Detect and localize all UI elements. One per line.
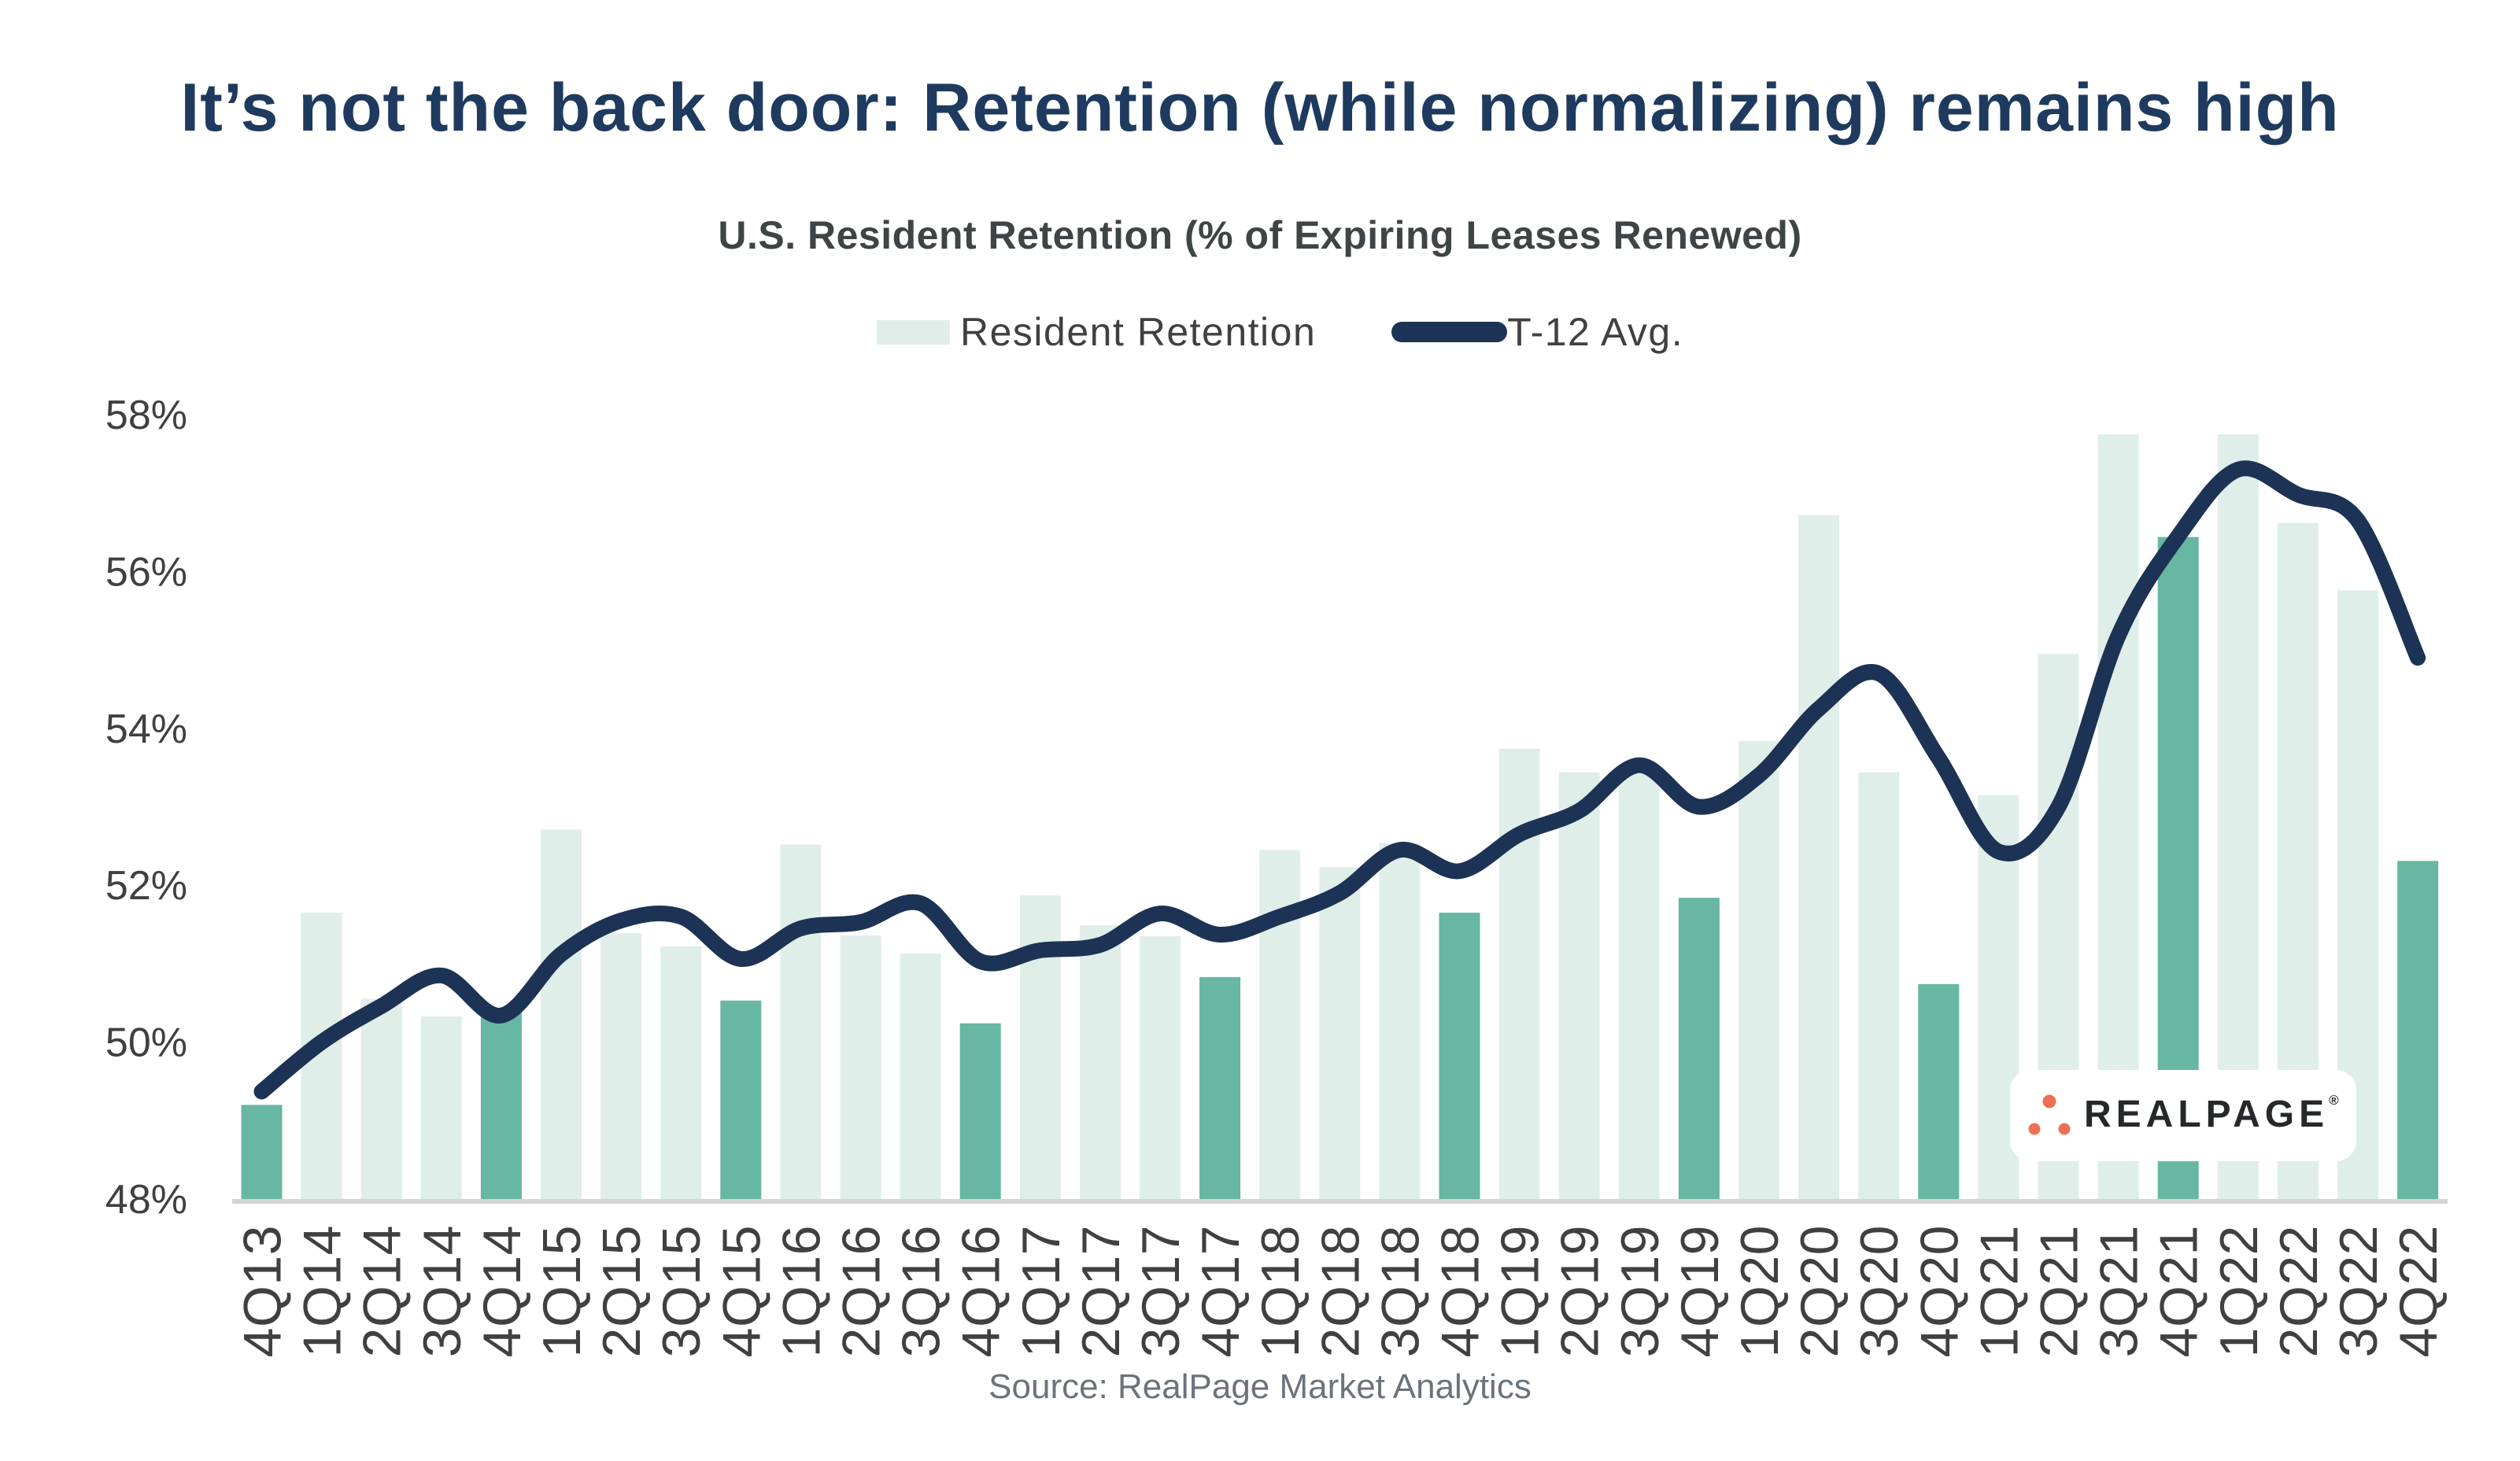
x-axis-tick-label: 1Q17 bbox=[1011, 1225, 1071, 1357]
x-axis-tick-label: 1Q18 bbox=[1251, 1225, 1310, 1357]
bar-1Q18 bbox=[1259, 850, 1301, 1199]
bar-3Q18 bbox=[1379, 843, 1421, 1199]
x-axis-tick-label: 2Q19 bbox=[1550, 1225, 1610, 1357]
x-axis-tick-label: 2Q21 bbox=[2030, 1225, 2090, 1357]
y-axis-tick-label: 58% bbox=[105, 393, 187, 438]
x-axis-tick-label: 3Q21 bbox=[2090, 1225, 2149, 1357]
bar-1Q20 bbox=[1739, 740, 1779, 1199]
bar-2Q20 bbox=[1798, 515, 1840, 1199]
bar-3Q16 bbox=[900, 953, 941, 1199]
y-axis-tick-label: 48% bbox=[105, 1177, 187, 1223]
bar-3Q14 bbox=[420, 1016, 462, 1199]
x-axis-tick-label: 4Q13 bbox=[233, 1225, 293, 1357]
bar-4Q17 bbox=[1199, 976, 1241, 1199]
bar-1Q19 bbox=[1498, 748, 1540, 1199]
realpage-logo-dots-icon bbox=[2028, 1094, 2071, 1135]
legend-bar-label: Resident Retention bbox=[960, 310, 1317, 354]
legend-bar-swatch bbox=[877, 319, 950, 345]
bar-2Q15 bbox=[600, 933, 642, 1199]
realpage-logo: REALPAGE® bbox=[2010, 1070, 2356, 1161]
x-axis-tick-label: 3Q17 bbox=[1131, 1225, 1191, 1357]
x-axis-tick-label: 4Q22 bbox=[2389, 1225, 2448, 1357]
x-axis-tick-label: 3Q15 bbox=[652, 1225, 711, 1357]
y-axis-tick-label: 50% bbox=[105, 1020, 187, 1066]
bar-2Q18 bbox=[1319, 867, 1361, 1199]
bar-3Q17 bbox=[1140, 936, 1181, 1199]
bar-4Q16 bbox=[959, 1023, 1001, 1199]
x-axis-tick-label: 2Q22 bbox=[2269, 1225, 2329, 1357]
bar-3Q19 bbox=[1618, 773, 1660, 1199]
source-note: Source: RealPage Market Analytics bbox=[988, 1367, 1532, 1406]
realpage-logo-wordmark: REALPAGE® bbox=[2084, 1092, 2339, 1135]
x-axis-tick-label: 3Q14 bbox=[412, 1225, 472, 1357]
x-axis-tick-label: 1Q16 bbox=[771, 1225, 831, 1357]
bar-4Q15 bbox=[720, 1000, 762, 1199]
x-axis-tick-label: 2Q15 bbox=[592, 1225, 652, 1357]
legend-line-label: T-12 Avg. bbox=[1507, 310, 1684, 354]
bar-2Q14 bbox=[360, 998, 402, 1199]
x-axis-tick-label: 2Q20 bbox=[1790, 1225, 1849, 1357]
x-axis-tick-label: 4Q15 bbox=[711, 1225, 771, 1357]
registered-trademark-icon: ® bbox=[2329, 1092, 2339, 1108]
bar-2Q16 bbox=[840, 935, 881, 1199]
bar-4Q22 bbox=[2397, 861, 2439, 1199]
x-axis-tick-label: 4Q18 bbox=[1431, 1225, 1491, 1357]
x-axis-tick-label: 4Q20 bbox=[1909, 1225, 1969, 1357]
legend: Resident Retention T-12 Avg. bbox=[877, 310, 1683, 354]
x-axis-tick-label: 3Q16 bbox=[892, 1225, 951, 1357]
x-axis-tick-label: 4Q14 bbox=[472, 1225, 532, 1357]
x-axis-tick-label: 2Q16 bbox=[832, 1225, 892, 1357]
bar-1Q17 bbox=[1019, 895, 1061, 1199]
x-axis-tick-label: 3Q20 bbox=[1849, 1225, 1909, 1357]
x-axis-tick-label: 4Q19 bbox=[1670, 1225, 1730, 1357]
x-axis-tick-label: 2Q18 bbox=[1310, 1225, 1370, 1357]
x-axis-tick-label: 1Q20 bbox=[1730, 1225, 1790, 1357]
bar-3Q15 bbox=[660, 946, 702, 1199]
x-axis-tick-label: 2Q14 bbox=[353, 1225, 412, 1357]
bar-4Q13 bbox=[241, 1105, 283, 1199]
x-axis-tick-label: 3Q22 bbox=[2329, 1225, 2389, 1357]
bar-4Q19 bbox=[1678, 898, 1720, 1199]
bar-2Q17 bbox=[1079, 925, 1121, 1199]
x-axis-tick-label: 4Q16 bbox=[951, 1225, 1011, 1357]
bar-4Q20 bbox=[1918, 983, 1960, 1199]
bar-4Q14 bbox=[480, 1010, 522, 1199]
t12-avg-line bbox=[253, 460, 2426, 1100]
bar-3Q20 bbox=[1858, 772, 1900, 1199]
y-axis-tick-label: 56% bbox=[105, 549, 187, 595]
x-axis-tick-label: 4Q21 bbox=[2149, 1225, 2209, 1357]
x-axis-tick-label: 1Q15 bbox=[532, 1225, 592, 1357]
bar-1Q16 bbox=[780, 844, 822, 1199]
x-axis-line bbox=[232, 1199, 2448, 1204]
chart-title: It’s not the back door: Retention (while… bbox=[180, 70, 2340, 146]
legend-line-swatch bbox=[1391, 322, 1508, 342]
bar-2Q19 bbox=[1558, 772, 1600, 1199]
x-axis-tick-label: 1Q21 bbox=[1969, 1225, 2029, 1357]
x-axis-tick-label: 2Q17 bbox=[1071, 1225, 1131, 1357]
y-axis-tick-label: 54% bbox=[105, 707, 187, 752]
x-axis-tick-label: 1Q14 bbox=[293, 1225, 353, 1357]
x-axis-tick-label: 3Q19 bbox=[1610, 1225, 1670, 1357]
x-axis-tick-label: 4Q17 bbox=[1191, 1225, 1251, 1357]
y-axis-tick-label: 52% bbox=[105, 863, 187, 909]
x-axis-tick-label: 1Q22 bbox=[2209, 1225, 2269, 1357]
bar-1Q15 bbox=[541, 829, 582, 1199]
chart-subtitle: U.S. Resident Retention (% of Expiring L… bbox=[718, 213, 1802, 257]
x-axis-tick-label: 3Q18 bbox=[1370, 1225, 1430, 1357]
x-axis-tick-label: 1Q19 bbox=[1491, 1225, 1550, 1357]
bar-4Q18 bbox=[1439, 913, 1480, 1199]
